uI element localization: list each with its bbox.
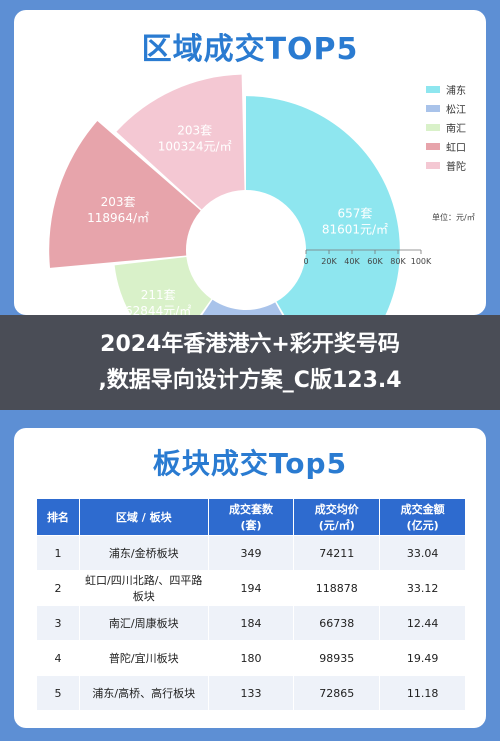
table-cell: 66738 <box>293 605 381 641</box>
table-cell: 5 <box>36 675 80 711</box>
table-cell: 74211 <box>293 535 381 571</box>
unit-label: 单位：元/㎡ <box>432 213 475 222</box>
chart-title: 区域成交TOP5 <box>141 32 359 67</box>
slice-count-label: 657套 <box>337 206 372 220</box>
legend-item: 虹口 <box>426 137 466 156</box>
table-cell: 虹口/四川北路/、四平路板块 <box>78 570 209 606</box>
slice-南汇 <box>114 256 212 315</box>
legend-label: 普陀 <box>446 162 466 173</box>
slice-count-label: 211套 <box>141 288 176 302</box>
legend-swatch <box>426 162 440 169</box>
legend-item: 松江 <box>426 99 466 118</box>
legend-item: 浦东 <box>426 80 466 99</box>
table-cell: 4 <box>36 640 80 676</box>
overlay-banner: 2024年香港港六+彩开奖号码 ,数据导向设计方案_C版123.4 <box>0 315 500 410</box>
table-cell: 1 <box>36 535 80 571</box>
radial-tick-label: 80K <box>390 257 406 266</box>
radial-tick-label: 0 <box>303 257 308 266</box>
table-header-cell: 成交金额 (亿元) <box>379 498 466 536</box>
table-header-row: 排名 区域 / 板块 成交套数 (套) 成交均价 (元/㎡) 成交金额 (亿元) <box>36 498 466 536</box>
legend-item: 普陀 <box>426 156 466 175</box>
table-body: 1 浦东/金桥板块 349 74211 33.04 2 虹口/四川北路/、四平路板块 194 1… <box>36 535 466 711</box>
table-header-cell: 成交套数 (套) <box>207 498 295 536</box>
table-cell: 194 <box>207 570 295 606</box>
table-cell: 33.12 <box>379 570 466 606</box>
table-cell: 19.49 <box>379 640 466 676</box>
slice-count-label: 203套 <box>177 123 212 137</box>
table-cell: 浦东/金桥板块 <box>78 535 209 571</box>
legend-swatch <box>426 124 440 131</box>
slice-price-label: 100324元/㎡ <box>158 139 232 153</box>
legend-item: 南汇 <box>426 118 466 137</box>
top5-table: 排名 区域 / 板块 成交套数 (套) 成交均价 (元/㎡) 成交金额 (亿元) 1 浦东/金桥… <box>36 498 466 711</box>
table-cell: 180 <box>207 640 295 676</box>
table-cell: 184 <box>207 605 295 641</box>
radial-tick-label: 100K <box>411 257 432 266</box>
table-cell: 349 <box>207 535 295 571</box>
legend-swatch <box>426 143 440 150</box>
table-header-cell: 区域 / 板块 <box>78 498 209 536</box>
slice-松江 <box>202 299 283 315</box>
radial-tick-label: 40K <box>344 257 360 266</box>
radial-tick-label: 60K <box>367 257 383 266</box>
region-chart-card: 区域成交TOP5 020K40K60K80K100K657套81601元/㎡27… <box>14 10 486 315</box>
table-row: 2 虹口/四川北路/、四平路板块 194 118878 33.12 <box>36 570 466 606</box>
legend-label: 虹口 <box>446 143 466 154</box>
block-table-card: 板块成交Top5 排名 区域 / 板块 成交套数 (套) 成交均价 (元/㎡) 成交金额 (亿… <box>14 428 486 728</box>
table-cell: 3 <box>36 605 80 641</box>
legend-label: 浦东 <box>446 86 466 97</box>
table-header-cell: 排名 <box>36 498 80 536</box>
table-cell: 2 <box>36 570 80 606</box>
legend-label: 松江 <box>446 105 466 116</box>
table-cell: 133 <box>207 675 295 711</box>
table-title: 板块成交Top5 <box>152 447 348 480</box>
table-cell: 72865 <box>293 675 381 711</box>
table-row: 3 南汇/周康板块 184 66738 12.44 <box>36 605 466 641</box>
legend-swatch <box>426 105 440 112</box>
table-header-cell: 成交均价 (元/㎡) <box>293 498 381 536</box>
table-cell: 118878 <box>293 570 381 606</box>
radial-tick-label: 20K <box>321 257 337 266</box>
slice-price-label: 118964/㎡ <box>87 211 149 225</box>
table-cell: 南汇/周康板块 <box>78 605 209 641</box>
table-row: 1 浦东/金桥板块 349 74211 33.04 <box>36 535 466 571</box>
banner-line-1: 2024年香港港六+彩开奖号码 <box>100 331 400 357</box>
slice-虹口 <box>49 120 201 268</box>
legend-swatch <box>426 86 440 93</box>
table-cell: 浦东/高桥、高行板块 <box>78 675 209 711</box>
banner-line-2: ,数据导向设计方案_C版123.4 <box>98 367 402 393</box>
table-row: 4 普陀/宜川板块 180 98935 19.49 <box>36 640 466 676</box>
table-cell: 11.18 <box>379 675 466 711</box>
polar-area-chart: 020K40K60K80K100K657套81601元/㎡277套211套628… <box>49 74 432 315</box>
chart-legend: 浦东松江南汇虹口普陀 <box>426 80 466 175</box>
slice-price-label: 62844元/㎡ <box>125 304 191 315</box>
slice-count-label: 203套 <box>101 195 136 209</box>
table-row: 5 浦东/高桥、高行板块 133 72865 11.18 <box>36 675 466 711</box>
slice-price-label: 81601元/㎡ <box>322 222 388 236</box>
slice-浦东 <box>246 96 400 315</box>
table-cell: 12.44 <box>379 605 466 641</box>
table-cell: 普陀/宜川板块 <box>78 640 209 676</box>
table-cell: 33.04 <box>379 535 466 571</box>
legend-label: 南汇 <box>446 124 466 135</box>
slice-普陀 <box>116 74 245 210</box>
table-cell: 98935 <box>293 640 381 676</box>
